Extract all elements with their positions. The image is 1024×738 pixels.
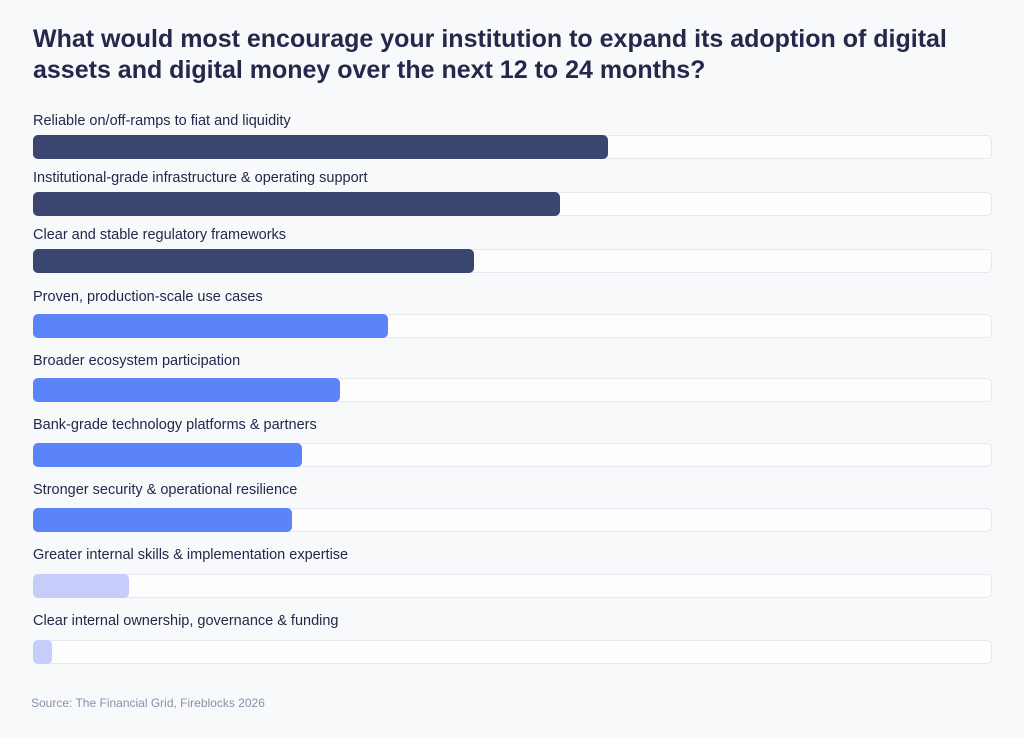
category-label: Greater internal skills & implementation… [33,547,349,563]
category-label: Stronger security & operational resilien… [33,482,298,498]
source-note: Source: The Financial Grid, Fireblocks 2… [31,696,265,710]
category-label: Reliable on/off-ramps to fiat and liquid… [33,113,291,129]
bar [33,640,53,664]
bar [33,378,340,402]
bar [33,314,388,338]
bar [33,443,302,467]
bar [33,508,292,532]
category-label: Clear internal ownership, governance & f… [33,613,339,629]
category-label: Institutional-grade infrastructure & ope… [33,170,368,186]
bar [33,135,609,159]
bar [33,192,561,216]
category-label: Bank-grade technology platforms & partne… [33,417,317,433]
category-label: Clear and stable regulatory frameworks [33,227,287,243]
category-label: Proven, production-scale use cases [33,289,263,305]
bar-track [33,640,992,664]
category-label: Broader ecosystem participation [33,353,241,369]
bar [33,574,129,598]
bar-track [33,574,992,598]
bar [33,249,475,273]
chart-title: What would most encourage your instituti… [33,25,947,84]
